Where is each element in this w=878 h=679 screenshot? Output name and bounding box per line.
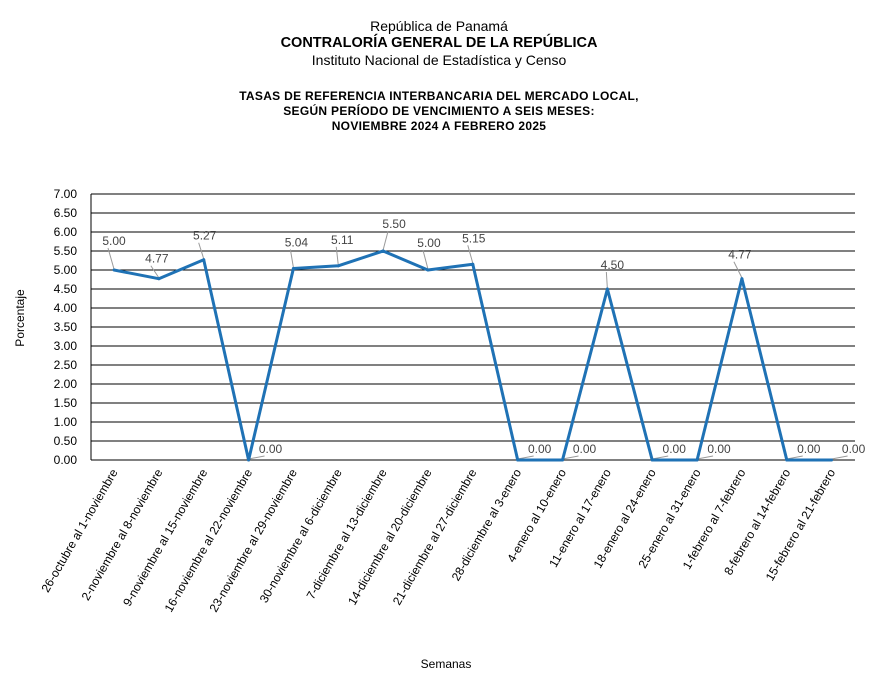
data-label-leader [733,261,743,278]
data-label: 5.15 [462,231,486,245]
x-tick-label: 26-octubre al 1-noviembre [38,466,120,595]
y-tick-label: 1.50 [54,396,78,410]
data-point [561,458,564,462]
y-tick-label: 6.00 [54,225,78,239]
data-point [740,277,744,281]
y-tick-label: 3.50 [54,320,78,334]
x-tick-label: 21-diciembre al 27-diciembre [390,466,480,607]
header-institute: Instituto Nacional de Estadística y Cens… [311,52,567,68]
data-label: 0.00 [842,442,866,456]
data-point [336,264,340,268]
data-label: 5.11 [331,233,354,247]
data-point [830,458,834,462]
data-label: 5.00 [417,236,441,250]
data-label: 5.04 [285,235,309,249]
data-label-leaders [107,230,848,460]
data-label: 0.00 [797,442,821,456]
data-label: 5.50 [382,217,406,231]
data-label-leader [248,455,265,460]
data-label-leader [605,271,608,289]
data-label: 4.77 [145,252,169,266]
y-tick-label: 2.00 [54,377,78,391]
y-tick-label: 5.00 [54,263,78,277]
data-label: 5.27 [193,229,217,243]
data-label-leader [562,455,579,460]
data-labels: 5.00 4.77 5.27 0.00 5.04 5.11 5.50 5.00 5.15 0.00… [102,217,866,462]
data-label-leader [696,455,714,460]
chart-title-line-2: SEGÚN PERÍODO DE VENCIMIENTO A SEIS MESE… [283,104,595,118]
x-tick-label: 30-noviembre al 6-diciembre [257,466,345,605]
data-label-leader [335,246,339,265]
data-label-leader [422,249,429,270]
x-tick-label: 7-diciembre al 13-diciembre [304,466,390,602]
x-tick-label: 2-noviembre al 8-noviembre [79,466,166,603]
data-label: 5.00 [102,234,126,248]
y-tick-label: 2.50 [54,358,78,372]
data-label: 4.50 [601,258,625,272]
x-axis-label: Semanas [421,657,472,671]
x-tick-label: 9-noviembre al 15-noviembre [120,466,210,608]
data-point [247,458,251,462]
y-tick-labels: 0.00 0.50 1.00 1.50 2.00 2.50 3.00 3.50 4.00 4.50… [54,187,78,467]
data-label-leader [467,245,474,264]
y-tick-label: 7.00 [54,187,78,201]
data-point [202,258,206,262]
data-label-leader [382,230,389,251]
data-label: 0.00 [573,442,597,456]
data-point [695,458,699,462]
data-point [112,268,116,272]
data-point [785,458,789,462]
data-label-leader [198,242,205,259]
grid-lines [90,193,855,461]
data-point [605,287,609,291]
data-point [650,458,654,462]
data-label-leader [150,265,160,279]
series-line [113,249,832,462]
chart-title-line-1: TASAS DE REFERENCIA INTERBANCARIA DEL ME… [239,89,639,103]
y-tick-label: 0.00 [54,453,78,467]
header-country: República de Panamá [370,18,508,34]
y-tick-label: 0.50 [54,434,78,448]
data-label-leader [107,247,115,270]
y-tick-label: 4.00 [54,301,78,315]
x-tick-label: 23-noviembre al 29-noviembre [206,466,300,614]
header-institution: CONTRALORÍA GENERAL DE LA REPÚBLICA [280,35,598,51]
data-point [426,268,430,272]
y-tick-label: 4.50 [54,282,78,296]
y-tick-label: 6.50 [54,206,78,220]
data-point [471,262,475,266]
data-label: 0.00 [707,442,731,456]
data-label-leader [289,249,294,268]
data-point [516,458,520,462]
y-axis-label: Porcentaje [13,289,27,347]
x-tick-label: 14-diciembre al 20-diciembre [345,466,435,607]
x-tick-label: 16-noviembre al 22-noviembre [162,466,256,614]
data-label: 4.77 [728,248,752,262]
data-point [157,277,161,281]
y-tick-label: 1.00 [54,415,78,429]
data-point [291,266,295,270]
data-label: 0.00 [259,442,283,456]
y-tick-label: 3.00 [54,339,78,353]
data-label: 0.00 [528,442,552,456]
data-label-leader [831,455,848,460]
data-label: 0.00 [663,442,687,456]
data-point [381,249,385,253]
chart-title-line-3: NOVIEMBRE 2024 A FEBRERO 2025 [331,119,547,133]
y-tick-label: 5.50 [54,244,78,258]
